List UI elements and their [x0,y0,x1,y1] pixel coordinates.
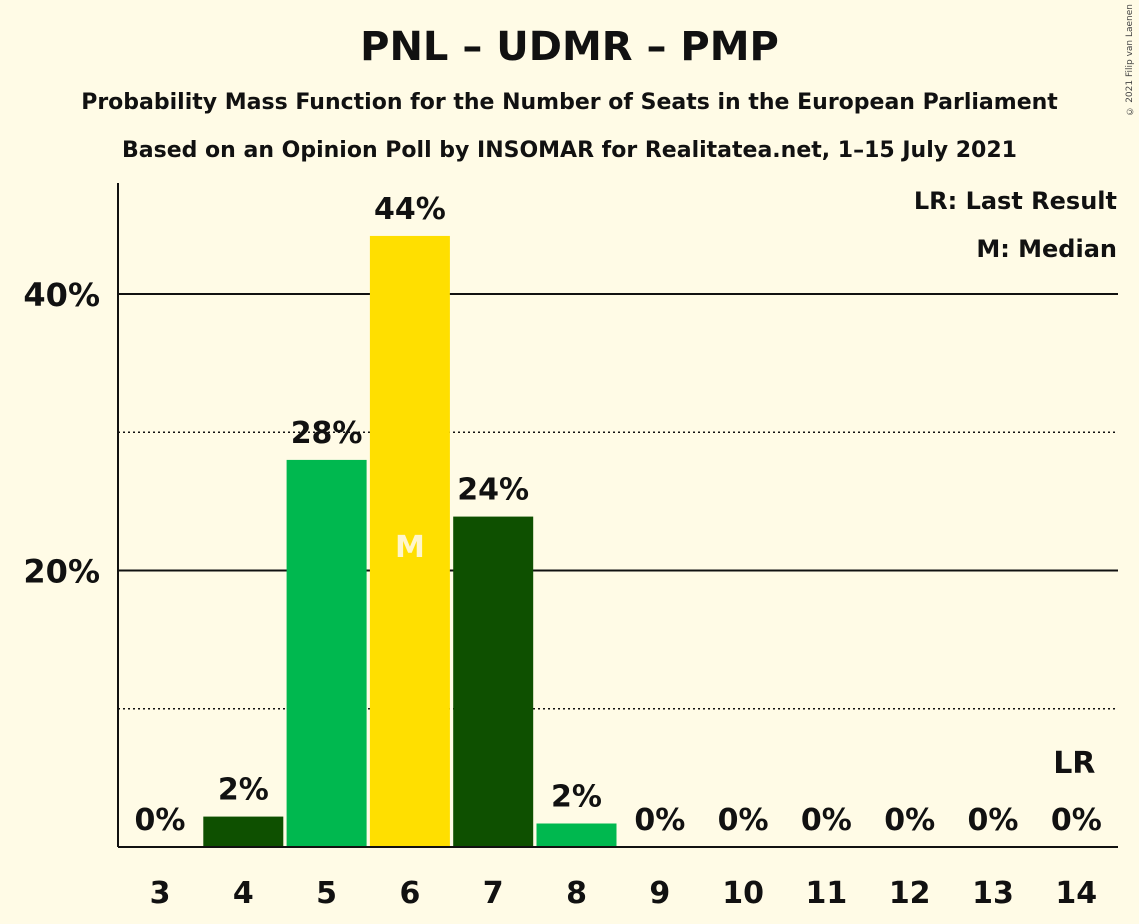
bar [203,816,284,847]
bar-value-label: 0% [801,803,852,838]
x-tick-label: 8 [566,876,587,911]
legend-median: M: Median [976,235,1117,263]
x-tick-label: 5 [316,876,337,911]
bar-value-label: 44% [374,192,446,227]
bar-value-label: 0% [135,803,186,838]
x-tick-label: 12 [889,876,931,911]
bar-value-label: 24% [457,473,529,508]
x-tick-label: 4 [233,876,254,911]
median-marker: M [395,530,425,565]
x-tick-label: 6 [399,876,420,911]
bar-value-label: 2% [551,779,602,814]
bar-value-label: 2% [218,773,269,808]
x-tick-label: 3 [150,876,171,911]
bar-value-label: 0% [718,803,769,838]
bar-value-label: 0% [968,803,1019,838]
bar-value-label: 0% [884,803,935,838]
bar [286,459,367,847]
grid-layer [118,293,1118,710]
bar-value-label: 0% [1051,803,1102,838]
y-tick-label: 40% [23,276,100,314]
bar [369,235,450,847]
x-tick-label: 13 [972,876,1014,911]
x-tick-label: 10 [722,876,764,911]
x-tick-label: 9 [649,876,670,911]
bar-value-label: 28% [291,416,363,451]
chart-title: PNL – UDMR – PMP [360,24,779,70]
bar [453,516,534,847]
chart-source-line: Based on an Opinion Poll by INSOMAR for … [122,138,1017,163]
bar-layer [203,235,617,847]
legend-last-result: LR: Last Result [914,187,1117,215]
bar-value-label: 0% [634,803,685,838]
y-tick-label: 20% [23,553,100,591]
bar [536,823,617,847]
chart-subtitle: Probability Mass Function for the Number… [81,90,1058,115]
label-layer: 20% 40% 0% 3 2% 4 28% 5 44% 6 24% 7 2% 8 0% 9 0% 10 0% 11 0%… [23,192,1101,911]
last-result-marker: LR [1053,746,1095,781]
x-tick-label: 11 [806,876,848,911]
x-tick-label: 14 [1055,876,1097,911]
x-tick-label: 7 [483,876,504,911]
